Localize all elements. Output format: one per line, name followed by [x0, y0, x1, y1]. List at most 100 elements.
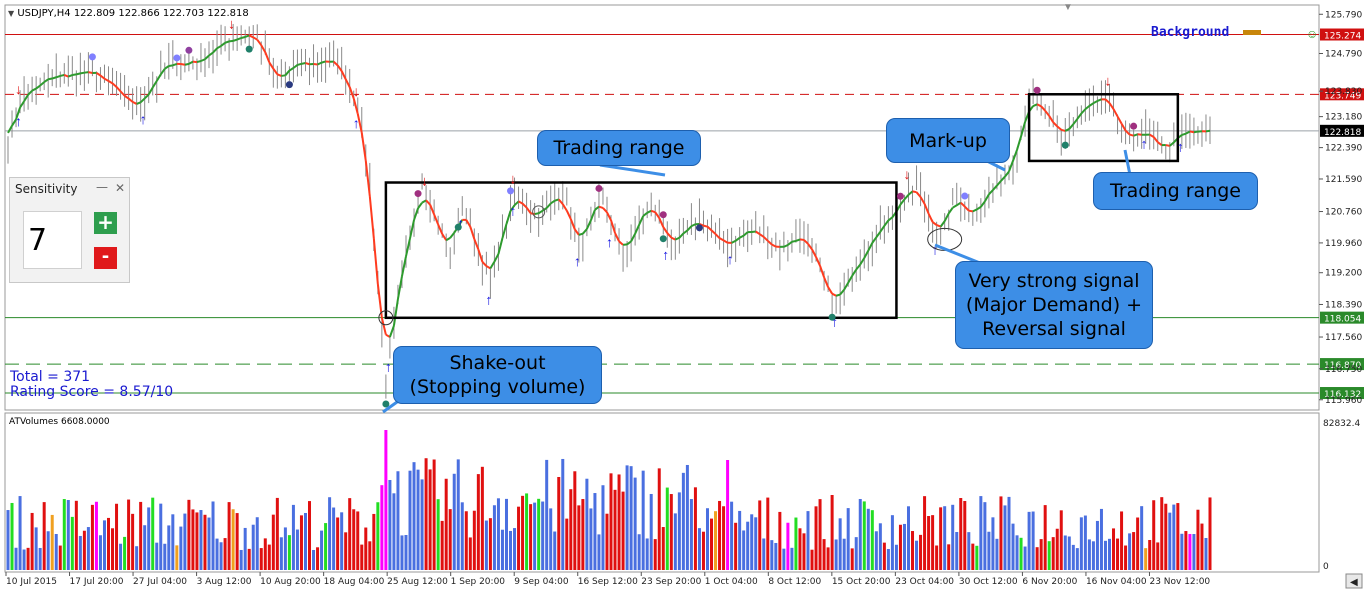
buy-arrow-icon: ↑ — [574, 253, 581, 269]
time-tick-label: 27 Jul 04:00 — [133, 577, 187, 587]
signal-dot — [1034, 87, 1041, 94]
callout-trading-range-1-text: Trading range — [554, 136, 685, 160]
volume-bar — [509, 531, 512, 570]
callout-strong-signal-line1: Very strong signal — [968, 269, 1139, 293]
buy-arrow-icon: ↑ — [353, 115, 360, 131]
sensitivity-value[interactable]: 7 — [23, 211, 82, 269]
volume-bar — [1007, 497, 1010, 570]
volume-bar — [1200, 524, 1203, 570]
volume-bar — [718, 501, 721, 570]
volume-bar — [1044, 505, 1047, 570]
volume-bar — [203, 515, 206, 570]
volume-bar — [1156, 542, 1159, 570]
volume-bar — [127, 500, 130, 570]
volume-bar — [1164, 504, 1167, 570]
signal-dot — [660, 235, 667, 242]
volume-bar — [1196, 510, 1199, 570]
volume-bar — [734, 523, 737, 570]
volume-bar — [308, 501, 311, 570]
volume-bar — [1148, 540, 1151, 570]
trend-line-up — [173, 64, 177, 65]
trend-line-down — [1130, 135, 1134, 136]
signal-dot — [1130, 123, 1137, 130]
volume-bar — [352, 509, 355, 570]
volume-bar — [573, 471, 576, 570]
signal-dot — [89, 53, 96, 60]
volume-bar — [477, 474, 480, 570]
volume-bar — [843, 539, 846, 570]
volume-bar — [622, 492, 625, 570]
volume-bar — [931, 515, 934, 570]
scroll-arrow-icon[interactable]: ◀ — [1350, 577, 1358, 588]
minimize-icon[interactable]: — — [96, 180, 108, 194]
price-tick-label: 115.960 — [1325, 396, 1362, 406]
smiley-icon: ☺ — [1306, 27, 1318, 41]
volume-bar — [682, 473, 685, 570]
volume-bar — [959, 498, 962, 570]
volume-bar — [23, 550, 26, 570]
sensitivity-increase-button[interactable]: + — [94, 212, 117, 234]
sell-arrow-icon: ↓ — [510, 170, 517, 186]
volume-bar — [1003, 505, 1006, 570]
sensitivity-decrease-button[interactable]: - — [94, 247, 117, 269]
volume-bar — [975, 546, 978, 570]
volume-bar — [754, 517, 757, 570]
volume-bar — [107, 518, 110, 570]
trend-line-up — [322, 61, 326, 62]
volume-bar — [1076, 548, 1079, 570]
volume-bar — [553, 532, 556, 570]
volume-bar — [368, 541, 371, 570]
trend-line-down — [969, 211, 973, 212]
volume-bar — [569, 489, 572, 570]
callout-strong-signal-line2: (Major Demand) + — [966, 293, 1142, 317]
volume-bar — [224, 538, 227, 570]
volume-bar — [879, 523, 882, 570]
signal-dot — [185, 47, 192, 54]
volume-bar — [1052, 537, 1055, 570]
volume-bar — [1168, 513, 1171, 570]
volume-bar — [111, 528, 114, 570]
sell-arrow-icon: ↓ — [353, 83, 360, 99]
volume-bar — [417, 470, 420, 570]
time-tick-label: 10 Aug 20:00 — [260, 577, 321, 587]
volume-bar — [288, 535, 291, 570]
volume-bar — [1016, 535, 1019, 570]
price-tick-label: 125.790 — [1325, 10, 1362, 20]
volume-bar — [236, 513, 239, 570]
volume-bar — [855, 537, 858, 570]
volume-bar — [340, 512, 343, 570]
trend-line-up — [60, 75, 64, 76]
trend-line-down — [651, 211, 655, 212]
chart-shift-icon[interactable]: ▼ — [1063, 2, 1073, 13]
volume-bar — [175, 545, 178, 570]
volume-bar — [662, 527, 665, 570]
volume-bar — [605, 514, 608, 570]
volume-bar — [827, 547, 830, 570]
volume-bar — [730, 502, 733, 570]
trend-line-up — [56, 76, 60, 77]
volume-bar — [1084, 516, 1087, 570]
trend-line-up — [72, 74, 76, 75]
volume-bar — [610, 473, 613, 570]
volume-bar — [356, 511, 359, 570]
volume-bar — [710, 519, 713, 570]
dropdown-icon[interactable]: ▼ — [8, 9, 14, 18]
volume-bar — [935, 546, 938, 570]
volume-bar — [300, 515, 303, 570]
sell-arrow-icon: ↓ — [15, 81, 22, 97]
volume-bar — [887, 549, 890, 570]
volume-bar — [790, 548, 793, 570]
trend-line-down — [181, 64, 185, 65]
buy-arrow-icon: ↑ — [510, 202, 517, 218]
trend-line-up — [233, 40, 237, 41]
volume-bar — [626, 465, 629, 570]
volume-bar — [171, 514, 174, 570]
volume-bar — [15, 548, 18, 570]
volume-bar — [1072, 545, 1075, 570]
close-icon[interactable]: ✕ — [115, 181, 125, 195]
price-tick-label: 116.750 — [1325, 365, 1362, 375]
volume-bar — [87, 527, 90, 570]
volume-bar — [654, 539, 657, 570]
volume-bar — [746, 522, 749, 570]
